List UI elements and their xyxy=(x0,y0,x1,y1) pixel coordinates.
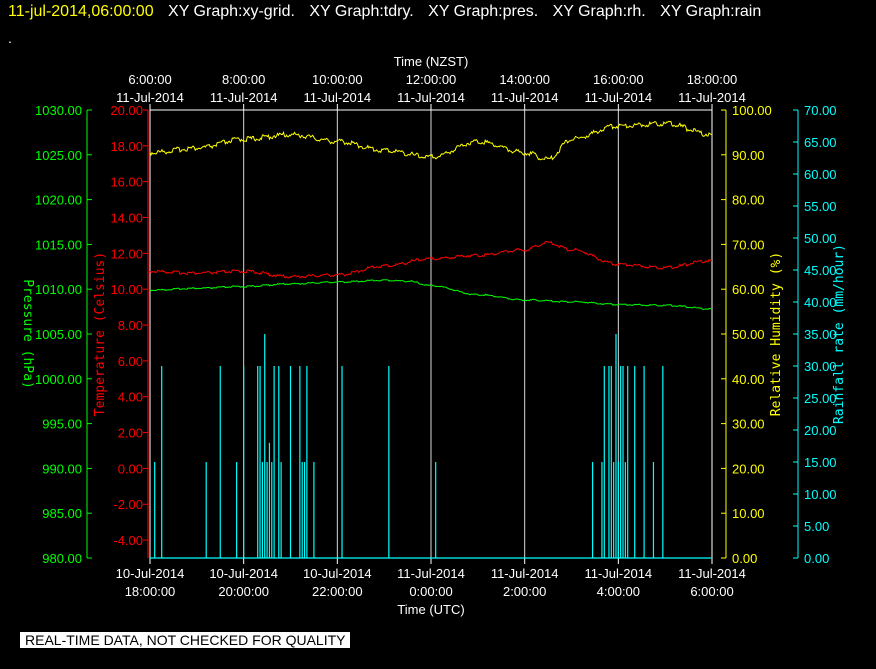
top-tick-time: 12:00:00 xyxy=(406,72,457,87)
top-tick-date: 11-Jul-2014 xyxy=(491,90,559,105)
pressure-tick-label: 1005.00 xyxy=(35,327,82,342)
pressure-tick-label: 1025.00 xyxy=(35,148,82,163)
bottom-tick-date: 11-Jul-2014 xyxy=(397,566,465,581)
top-tick-date: 11-Jul-2014 xyxy=(678,90,746,105)
bottom-tick-date: 10-Jul-2014 xyxy=(116,566,185,581)
rainfall-axis-title: Rainfall rate (mm/hour) xyxy=(832,244,847,424)
pressure-tick-label: 1020.00 xyxy=(35,193,82,208)
rainfall-tick-label: 45.00 xyxy=(804,263,837,278)
pressure-tick-label: 1030.00 xyxy=(35,103,82,118)
temperature-tick-label: 18.00 xyxy=(110,139,143,154)
rainfall-tick-label: 30.00 xyxy=(804,359,837,374)
pressure-axis-title: Pressure (hPa) xyxy=(20,279,35,389)
bottom-tick-date: 11-Jul-2014 xyxy=(584,566,652,581)
humidity-series-line xyxy=(149,120,713,161)
quality-notice: REAL-TIME DATA, NOT CHECKED FOR QUALITY xyxy=(20,632,351,648)
rainfall-tick-label: 60.00 xyxy=(804,167,837,182)
temperature-tick-label: 12.00 xyxy=(110,246,143,261)
top-axis-title: Time (NZST) xyxy=(394,54,469,69)
top-tick-date: 11-Jul-2014 xyxy=(584,90,652,105)
humidity-tick-label: 90.00 xyxy=(732,148,765,163)
header-dot: . xyxy=(8,30,12,46)
temperature-tick-label: 8.00 xyxy=(118,318,143,333)
temperature-tick-label: 2.00 xyxy=(118,426,143,441)
temperature-tick-label: 10.00 xyxy=(110,282,143,297)
rainfall-tick-label: 40.00 xyxy=(804,295,837,310)
rainfall-tick-label: 15.00 xyxy=(804,455,837,470)
rainfall-tick-label: 20.00 xyxy=(804,423,837,438)
bottom-tick-time: 22:00:00 xyxy=(312,584,363,599)
pressure-tick-label: 985.00 xyxy=(42,506,82,521)
humidity-tick-label: 0.00 xyxy=(732,551,757,566)
top-tick-date: 11-Jul-2014 xyxy=(116,90,184,105)
rainfall-tick-label: 35.00 xyxy=(804,327,837,342)
bottom-tick-date: 10-Jul-2014 xyxy=(209,566,278,581)
pressure-tick-label: 995.00 xyxy=(42,417,82,432)
temperature-tick-label: 4.00 xyxy=(118,390,143,405)
pressure-tick-label: 1000.00 xyxy=(35,372,82,387)
pressure-series-line xyxy=(149,279,713,310)
bottom-tick-time: 18:00:00 xyxy=(125,584,176,599)
humidity-tick-label: 60.00 xyxy=(732,282,765,297)
temperature-axis-title: Temperature (Celsius) xyxy=(93,252,108,416)
header-timestamp: 11-jul-2014,06:00:00 xyxy=(8,3,154,20)
rainfall-tick-label: 25.00 xyxy=(804,391,837,406)
temperature-tick-label: -2.00 xyxy=(113,497,143,512)
bottom-tick-time: 20:00:00 xyxy=(218,584,269,599)
pressure-tick-label: 980.00 xyxy=(42,551,82,566)
pressure-tick-label: 1015.00 xyxy=(35,237,82,252)
humidity-tick-label: 70.00 xyxy=(732,237,765,252)
top-tick-time: 16:00:00 xyxy=(593,72,644,87)
header-graph-3: XY Graph:pres. xyxy=(428,3,539,20)
top-tick-time: 10:00:00 xyxy=(312,72,363,87)
temperature-series-line xyxy=(149,240,713,279)
humidity-tick-label: 50.00 xyxy=(732,327,765,342)
rainfall-tick-label: 55.00 xyxy=(804,199,837,214)
bottom-tick-time: 4:00:00 xyxy=(597,584,640,599)
rainfall-tick-label: 10.00 xyxy=(804,487,837,502)
top-tick-time: 14:00:00 xyxy=(499,72,550,87)
pressure-tick-label: 990.00 xyxy=(42,461,82,476)
bottom-tick-time: 6:00:00 xyxy=(690,584,733,599)
humidity-tick-label: 100.00 xyxy=(732,103,772,118)
bottom-tick-date: 11-Jul-2014 xyxy=(491,566,559,581)
temperature-tick-label: -4.00 xyxy=(113,533,143,548)
bottom-tick-date: 10-Jul-2014 xyxy=(303,566,372,581)
temperature-tick-label: 6.00 xyxy=(118,354,143,369)
humidity-tick-label: 20.00 xyxy=(732,461,765,476)
header-graph-1: XY Graph:xy-grid. xyxy=(168,3,295,20)
humidity-tick-label: 10.00 xyxy=(732,506,765,521)
top-tick-time: 6:00:00 xyxy=(128,72,171,87)
humidity-axis-title: Relative Humidity (%) xyxy=(769,252,784,416)
rainfall-tick-label: 65.00 xyxy=(804,135,837,150)
chart-header: 11-jul-2014,06:00:00 XY Graph:xy-grid. X… xyxy=(8,3,761,21)
humidity-tick-label: 80.00 xyxy=(732,193,765,208)
bottom-tick-time: 0:00:00 xyxy=(409,584,452,599)
bottom-tick-date: 11-Jul-2014 xyxy=(678,566,746,581)
top-tick-date: 11-Jul-2014 xyxy=(397,90,465,105)
top-tick-date: 11-Jul-2014 xyxy=(210,90,278,105)
rainfall-tick-label: 0.00 xyxy=(804,551,829,566)
temperature-tick-label: 16.00 xyxy=(110,175,143,190)
bottom-tick-time: 2:00:00 xyxy=(503,584,546,599)
top-tick-time: 18:00:00 xyxy=(687,72,738,87)
bottom-axis-title: Time (UTC) xyxy=(397,602,464,617)
humidity-tick-label: 40.00 xyxy=(732,372,765,387)
pressure-tick-label: 1010.00 xyxy=(35,282,82,297)
header-graph-4: XY Graph:rh. xyxy=(552,3,646,20)
header-graph-2: XY Graph:tdry. xyxy=(309,3,414,20)
top-tick-date: 11-Jul-2014 xyxy=(303,90,371,105)
temperature-tick-label: 0.00 xyxy=(118,461,143,476)
temperature-tick-label: 14.00 xyxy=(110,211,143,226)
rainfall-tick-label: 70.00 xyxy=(804,103,837,118)
humidity-tick-label: 30.00 xyxy=(732,417,765,432)
rainfall-tick-label: 5.00 xyxy=(804,519,829,534)
temperature-tick-label: 20.00 xyxy=(110,103,143,118)
top-tick-time: 8:00:00 xyxy=(222,72,265,87)
rainfall-tick-label: 50.00 xyxy=(804,231,837,246)
header-graph-5: XY Graph:rain xyxy=(660,3,762,20)
